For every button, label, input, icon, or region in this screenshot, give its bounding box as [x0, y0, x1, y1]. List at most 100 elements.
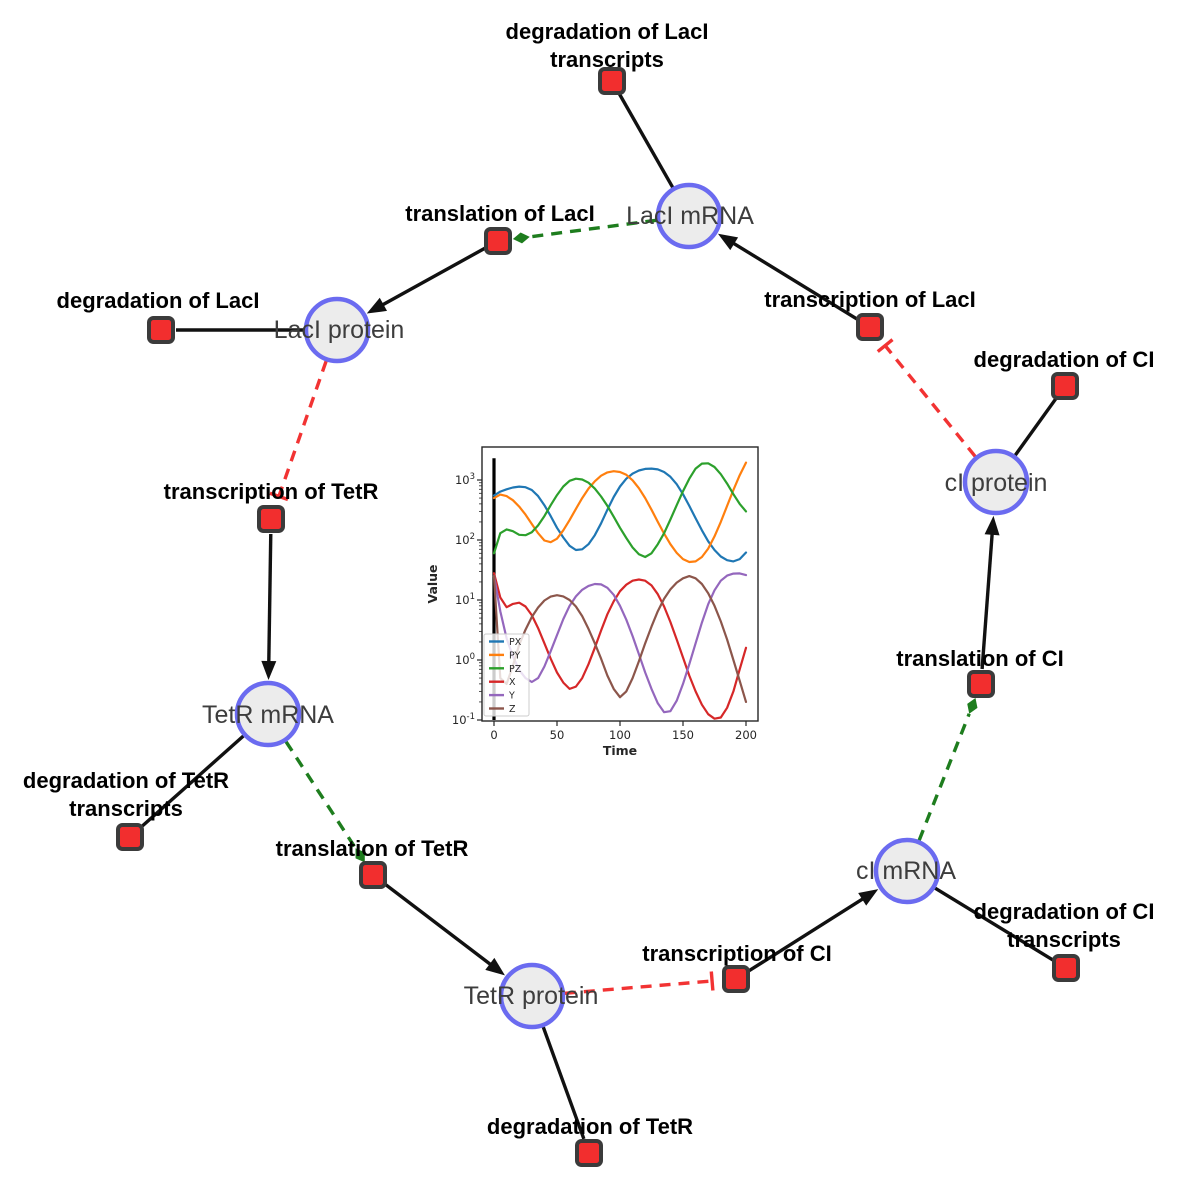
- reaction-label-deg_laci_tx: degradation of LacI transcripts: [506, 19, 709, 72]
- y-axis-label: Value: [425, 564, 440, 603]
- edge-deg_laci_tx-laci_mrna: [617, 93, 675, 189]
- reaction-node-deg_laci: [147, 316, 175, 344]
- reaction-label-transcription_ci: transcription of CI: [642, 941, 831, 966]
- series-line-PY: [492, 461, 748, 564]
- modifier-line: [284, 740, 357, 850]
- legend-label-PX: PX: [509, 637, 522, 648]
- species-node-laci_protein: [303, 296, 371, 364]
- reaction-node-deg_laci_tx: [598, 67, 626, 95]
- diamond-arrowhead-icon: [355, 848, 365, 863]
- reaction-node-translation_tetr: [359, 861, 387, 889]
- edge-translation_tetr-tetr_protein: [383, 882, 505, 976]
- production-line: [731, 241, 859, 321]
- x-tick-label: 0: [490, 728, 497, 742]
- arrowhead-icon: [261, 660, 277, 681]
- x-tick-label: 50: [550, 728, 565, 742]
- edge-tetr_mrna-deg_tetr_tx: [140, 734, 245, 829]
- reaction-node-deg_ci: [1051, 372, 1079, 400]
- reaction-node-transcription_ci: [722, 965, 750, 993]
- species-label-tetr_mrna: TetR mRNA: [202, 701, 334, 729]
- edge-laci_protein-transcription_tetr: [269, 360, 328, 502]
- reaction-link-line: [140, 734, 245, 829]
- series-line-PZ: [492, 462, 748, 559]
- edge-transcription_ci-ci_mrna: [747, 889, 879, 973]
- x-axis-label: Time: [603, 743, 637, 758]
- edge-ci_protein-deg_ci: [1013, 397, 1058, 457]
- edge-translation_ci-ci_protein: [980, 515, 1000, 670]
- reaction-node-translation_ci: [967, 670, 995, 698]
- production-line: [380, 246, 486, 307]
- edge-transcription_tetr-tetr_mrna: [261, 533, 277, 681]
- reaction-label-deg_ci_tx: degradation of CI transcripts: [974, 899, 1155, 952]
- diamond-arrowhead-icon: [512, 232, 530, 244]
- reaction-link-line: [1013, 397, 1058, 457]
- edge-tetr_protein-deg_tetr: [541, 1026, 586, 1140]
- legend-label-Y: Y: [508, 691, 515, 702]
- labels-layer: degradation of LacI transcripts translatio…: [23, 19, 1155, 1139]
- reaction-node-deg_tetr: [575, 1139, 603, 1167]
- reaction-label-translation_laci: translation of LacI: [405, 201, 594, 226]
- species-node-laci_mrna: [655, 182, 723, 250]
- x-tick-label: 200: [735, 728, 757, 742]
- legend-label-PY: PY: [509, 650, 521, 661]
- reaction-label-deg_ci: degradation of CI: [974, 347, 1155, 372]
- inhibition-tee-icon: [269, 491, 289, 502]
- edge-tetr_protein-transcription_ci: [564, 971, 715, 995]
- species-label-tetr_protein: TetR protein: [464, 982, 599, 1010]
- diamond-arrowhead-icon: [967, 697, 978, 714]
- reaction-link-line: [541, 1026, 586, 1140]
- reaction-node-deg_tetr_tx: [116, 823, 144, 851]
- reaction-label-transcription_laci: transcription of LacI: [764, 287, 975, 312]
- edge-transcription_laci-laci_mrna: [717, 233, 859, 321]
- x-tick-label: 100: [609, 728, 631, 742]
- series-line-Z: [492, 574, 748, 704]
- inhibition-line: [277, 360, 328, 497]
- edge-tetr_mrna-translation_tetr: [284, 740, 365, 863]
- inhibition-tee-icon: [709, 971, 715, 991]
- legend-label-PZ: PZ: [509, 664, 522, 675]
- edges-layer: [140, 93, 1058, 1140]
- edge-laci_mrna-translation_laci: [512, 218, 657, 244]
- reaction-label-deg_laci: degradation of LacI: [57, 288, 260, 313]
- reaction-node-deg_ci_tx: [1052, 954, 1080, 982]
- series-line-PX: [492, 467, 748, 563]
- edge-ci_mrna-translation_ci: [917, 697, 978, 841]
- species-node-tetr_mrna: [234, 680, 302, 748]
- reaction-link-line: [617, 93, 675, 189]
- reaction-label-deg_tetr: degradation of TetR: [487, 1114, 693, 1139]
- species-node-ci_mrna: [873, 837, 941, 905]
- arrowhead-icon: [717, 233, 739, 251]
- reaction-label-transcription_tetr: transcription of TetR: [164, 479, 379, 504]
- edge-translation_laci-laci_protein: [366, 246, 486, 314]
- inhibition-line: [564, 979, 713, 995]
- production-line: [383, 882, 493, 967]
- arrowhead-icon: [485, 957, 505, 976]
- reaction-label-deg_tetr_tx: degradation of TetR transcripts: [23, 768, 229, 821]
- reaction-link-line: [934, 886, 1055, 962]
- legend-label-X: X: [509, 677, 516, 688]
- reaction-node-translation_laci: [484, 227, 512, 255]
- species-label-ci_protein: cI protein: [945, 469, 1048, 497]
- series-line-X: [492, 572, 748, 720]
- production-line: [980, 532, 994, 670]
- modifier-line: [529, 218, 657, 239]
- modifier-line: [917, 713, 971, 841]
- reaction-label-translation_tetr: translation of TetR: [276, 836, 469, 861]
- species-label-laci_mrna: LacI mRNA: [626, 202, 754, 230]
- arrowhead-icon: [858, 889, 879, 906]
- series-line-Y: [492, 572, 748, 714]
- nodes-layer: [116, 67, 1080, 1167]
- production-line: [747, 896, 865, 973]
- reaction-label-translation_ci: translation of CI: [896, 646, 1063, 671]
- chart-legend: PX PY PZ XYZ: [483, 633, 530, 717]
- species-node-ci_protein: [962, 448, 1030, 516]
- legend-label-Z: Z: [509, 704, 516, 715]
- species-label-laci_protein: LacI protein: [274, 316, 405, 344]
- x-tick-label: 150: [672, 728, 694, 742]
- species-label-ci_mrna: cI mRNA: [856, 857, 956, 885]
- arrowhead-icon: [366, 297, 388, 314]
- inhibition-line: [883, 344, 977, 458]
